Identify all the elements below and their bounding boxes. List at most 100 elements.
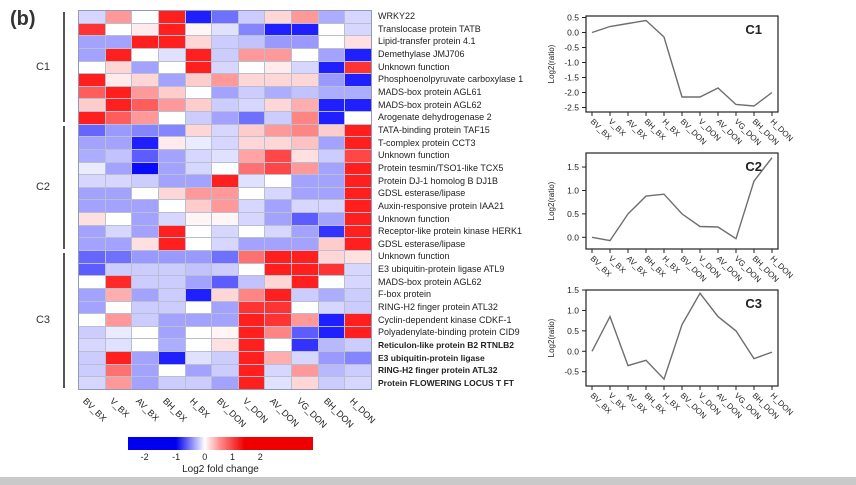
heatmap-row-labels: WRKY22 Translocase protein TATB Lipid-tran… [378, 10, 578, 390]
heatmap-cell [158, 112, 185, 124]
heatmap-cell [238, 74, 265, 86]
heatmap-cell [185, 339, 212, 352]
column-label: BV_BX [80, 396, 109, 424]
heatmap-cell [158, 61, 185, 74]
row-label: T-complex protein CCT3 [378, 137, 476, 148]
heatmap-cell [292, 112, 318, 124]
heatmap-cell [265, 149, 292, 162]
heatmap-cell [345, 11, 371, 23]
panel-label: (b) [10, 8, 36, 30]
heatmap-cell [238, 314, 265, 326]
heatmap-cell [265, 339, 292, 352]
heatmap-cell [132, 377, 158, 389]
heatmap-cell [292, 61, 318, 74]
colorbar-ticks: -2 -1 0 1 2 [128, 452, 313, 463]
row-label: Protein DJ-1 homolog B DJ1B [378, 175, 499, 186]
heatmap-cell [158, 187, 185, 200]
row-label: Unknown function [378, 150, 450, 161]
heatmap-cell [345, 200, 371, 213]
heatmap-cell [185, 364, 212, 377]
heatmap-cell [132, 364, 158, 377]
heatmap-cell [318, 238, 345, 251]
y-axis-label: Log2(ratio) [547, 181, 556, 220]
heatmap-cell [292, 251, 318, 263]
heatmap-cell [292, 149, 318, 162]
heatmap-cell [132, 263, 158, 276]
heatmap-cell [345, 48, 371, 61]
heatmap-cell [79, 364, 105, 377]
heatmap-cell [79, 61, 105, 74]
heatmap-cell [292, 86, 318, 99]
heatmap-cell [265, 61, 292, 74]
heatmap-cell [212, 263, 238, 276]
heatmap-cell [318, 175, 345, 187]
heatmap-cell [79, 74, 105, 86]
heatmap-cell [132, 61, 158, 74]
colorbar-tick: 2 [257, 452, 263, 462]
heatmap-cell [292, 301, 318, 314]
heatmap-cell [238, 187, 265, 200]
heatmap-cell [158, 314, 185, 326]
heatmap-cell [318, 74, 345, 86]
heatmap-cell [105, 263, 132, 276]
heatmap-cell [292, 175, 318, 187]
heatmap-cell [79, 276, 105, 288]
heatmap-cell [292, 238, 318, 251]
y-tick-label: 0.5 [567, 13, 579, 23]
y-tick-label: -2.5 [564, 103, 579, 113]
heatmap-cell [265, 364, 292, 377]
heatmap-cell [238, 11, 265, 23]
heatmap-cell [185, 200, 212, 213]
heatmap-cell [318, 187, 345, 200]
heatmap-cell [158, 238, 185, 251]
heatmap-cell [158, 99, 185, 112]
y-tick-label: 0.0 [567, 232, 579, 242]
heatmap-cell [185, 225, 212, 238]
heatmap-cell [265, 377, 292, 389]
row-label: MADS-box protein AGL62 [378, 99, 482, 110]
heatmap-cell [79, 225, 105, 238]
heatmap-cell [185, 112, 212, 124]
y-tick-label: 0.0 [567, 28, 579, 38]
heatmap-cell [318, 61, 345, 74]
heatmap-cell [265, 288, 292, 301]
column-label: BH_BX [161, 396, 190, 424]
heatmap-cell [212, 251, 238, 263]
heatmap-cell [238, 339, 265, 352]
row-label: GDSL esterase/lipase [378, 238, 466, 249]
heatmap-cell [345, 364, 371, 377]
heatmap-cell [185, 377, 212, 389]
row-label: Unknown function [378, 213, 450, 224]
heatmap-cell [105, 238, 132, 251]
heatmap-cell [265, 213, 292, 225]
heatmap-cell [185, 314, 212, 326]
heatmap-cell [105, 149, 132, 162]
heatmap-cell [238, 301, 265, 314]
row-label: Receptor-like protein kinase HERK1 [378, 226, 523, 237]
heatmap-cell [345, 149, 371, 162]
heatmap-cell [265, 11, 292, 23]
heatmap-cell [318, 112, 345, 124]
heatmap-cell [318, 36, 345, 48]
heatmap-cell [238, 175, 265, 187]
heatmap-cell [212, 74, 238, 86]
heatmap-cell [79, 162, 105, 175]
heatmap-cell [158, 86, 185, 99]
line-chart-c2: 1.51.00.50.0Log2(ratio)C2BV_BXV_BXAV_BXB… [547, 152, 795, 283]
heatmap-cell [158, 149, 185, 162]
heatmap-cell [345, 74, 371, 86]
heatmap-cell [212, 314, 238, 326]
row-label: Auxin-responsive protein IAA21 [378, 200, 505, 211]
heatmap-cell [212, 112, 238, 124]
heatmap-cell [265, 112, 292, 124]
heatmap-cell [132, 162, 158, 175]
heatmap-cell [105, 187, 132, 200]
column-label: H_BX [187, 396, 212, 420]
heatmap-cell [132, 200, 158, 213]
heatmap-cell [212, 162, 238, 175]
heatmap-cell [292, 23, 318, 36]
heatmap-cell [79, 48, 105, 61]
y-tick-label: 0.5 [567, 326, 579, 336]
heatmap-cell [185, 263, 212, 276]
heatmap-cell [212, 124, 238, 137]
